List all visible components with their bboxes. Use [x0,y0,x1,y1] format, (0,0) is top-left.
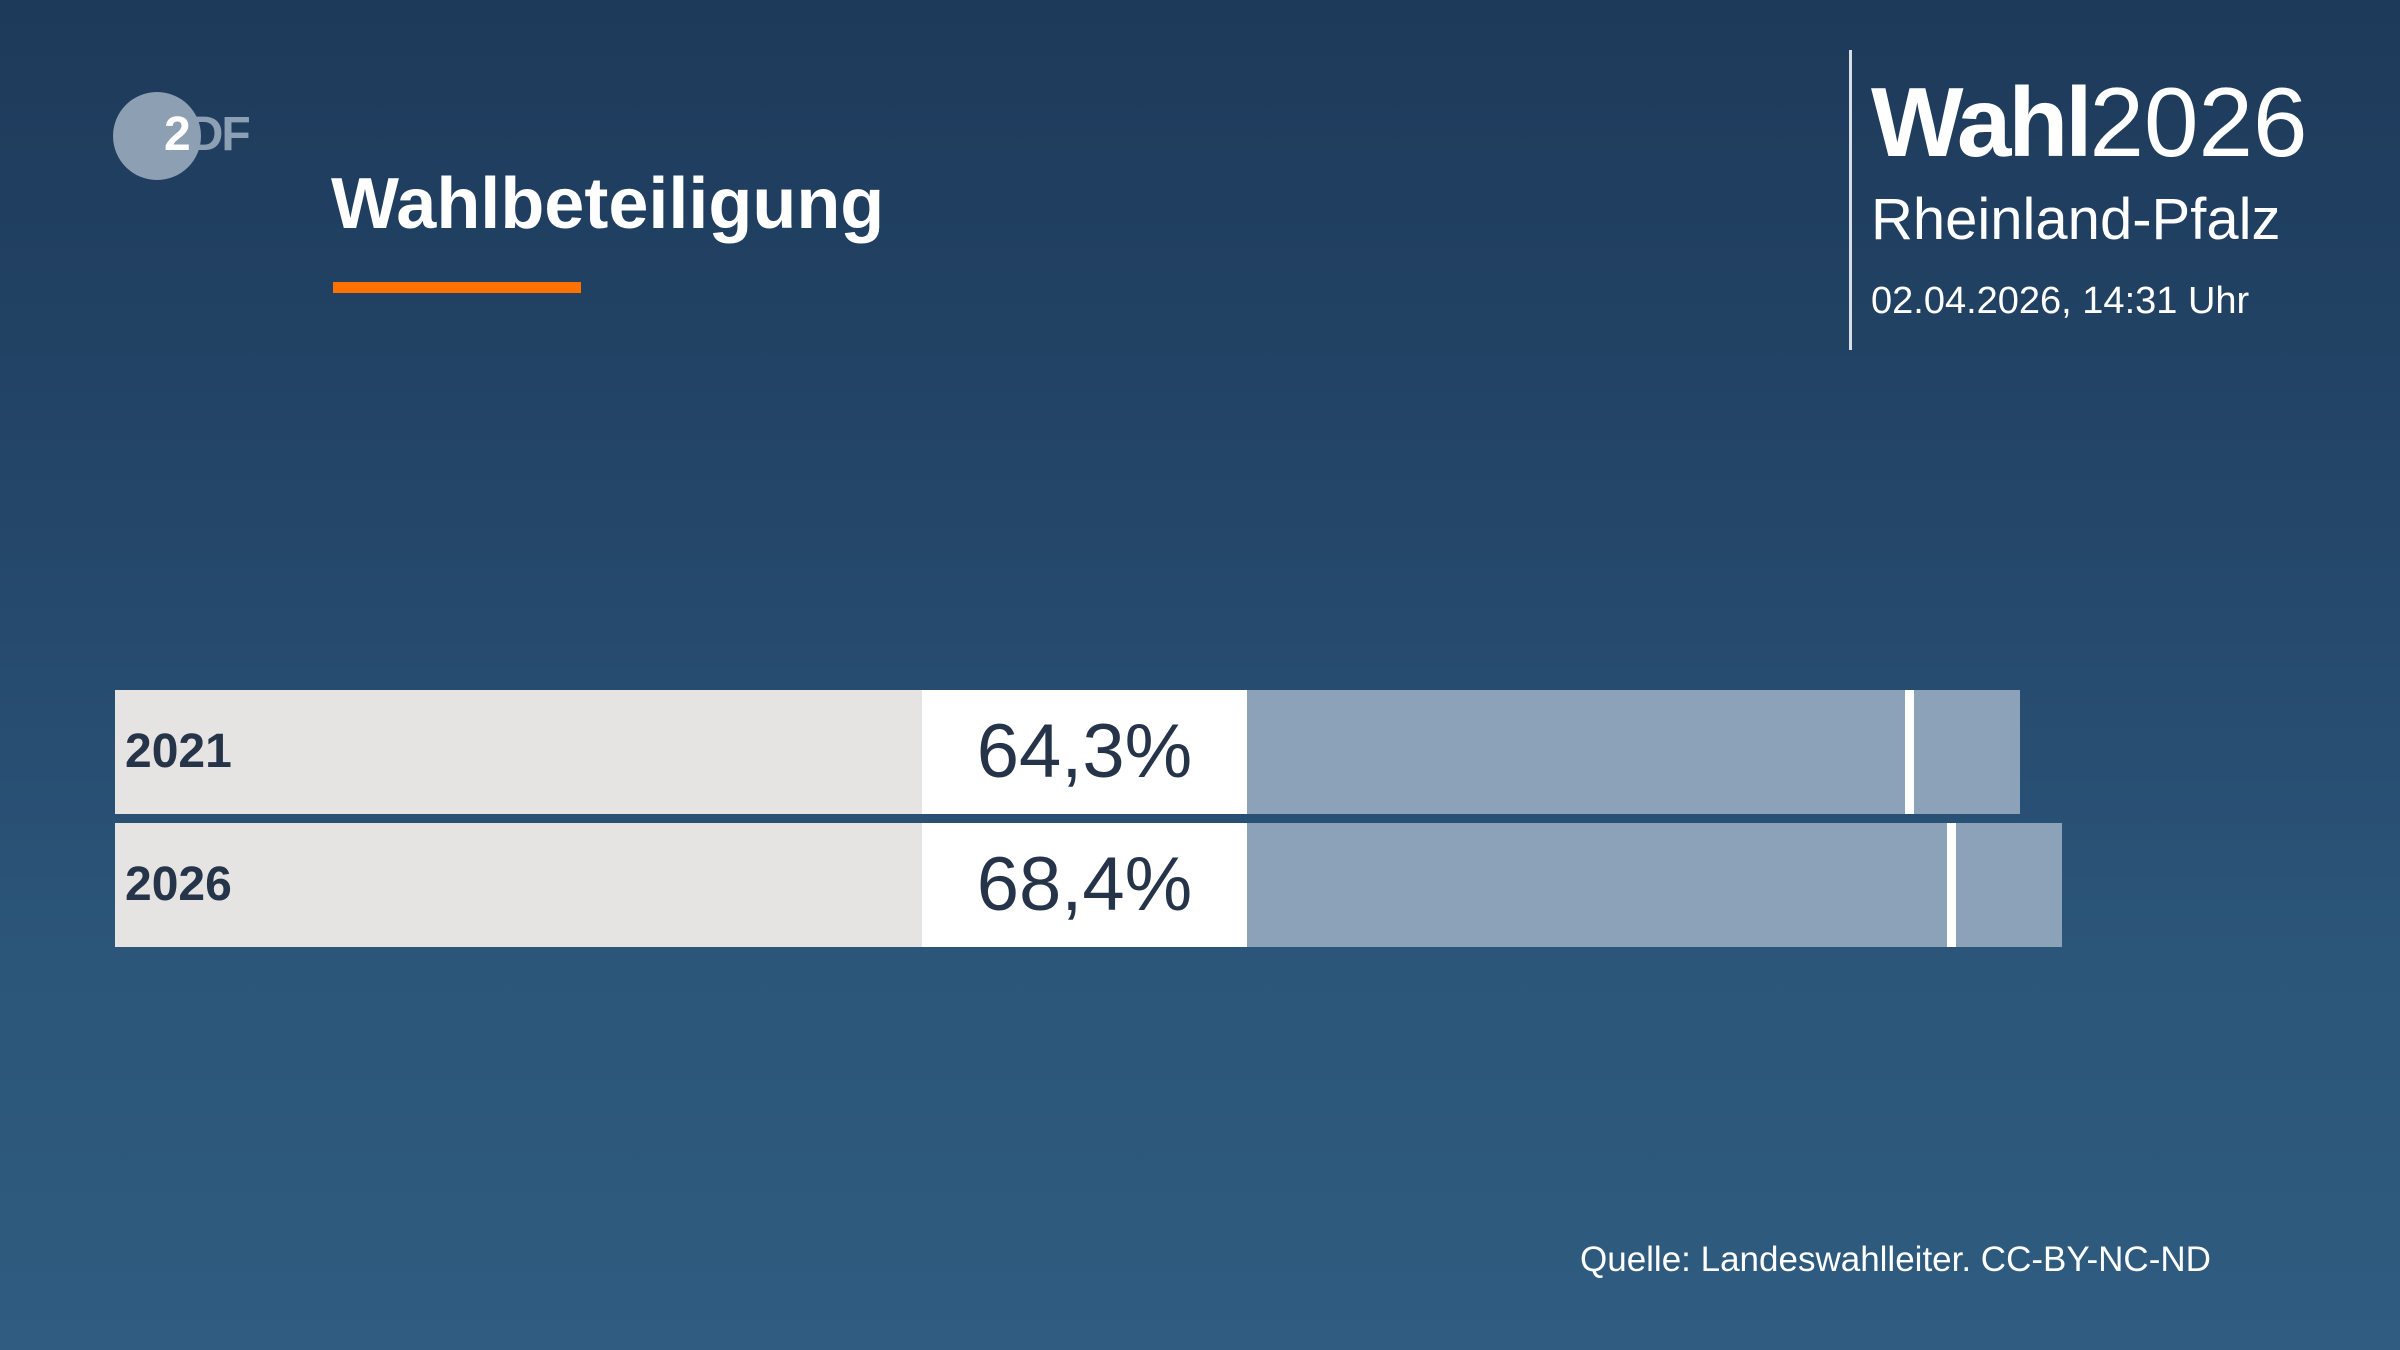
brand-year: 2026 [2089,67,2308,177]
row-value-cell: 64,3% [922,690,1247,814]
row-label-cell: 2021 [115,690,922,814]
bar-end-marker [1947,823,1956,947]
row-label: 2021 [125,725,232,778]
zdf-logo-circle [113,92,201,180]
row-value-cell: 68,4% [922,823,1247,947]
brand-word: Wahl [1871,67,2092,177]
brand-divider [1849,50,1852,350]
chart-row-2026: 2026 68,4% [115,823,2062,947]
bar-end-marker [1905,690,1914,814]
row-value: 64,3% [976,709,1193,794]
logo-text-accent: 2 [164,108,191,161]
timestamp: 02.04.2026, 14:31 Uhr [1871,280,2250,322]
row-label-cell: 2026 [115,823,922,947]
source-note: Quelle: Landeswahlleiter. CC-BY-NC-ND [1580,1240,2211,1279]
region-name: Rheinland-Pfalz [1871,187,2281,252]
title-underline [333,282,581,293]
zdf-logo: 2DF [164,108,251,161]
chart-row-2021: 2021 64,3% [115,690,2020,814]
election-brand: Wahl2026 [1871,72,2307,172]
logo-text-rest: DF [188,108,251,161]
page-title: Wahlbeteiligung [331,164,885,244]
turnout-bar [1247,823,2062,947]
row-value: 68,4% [976,842,1193,927]
turnout-bar [1247,690,2020,814]
row-label: 2026 [125,858,232,911]
